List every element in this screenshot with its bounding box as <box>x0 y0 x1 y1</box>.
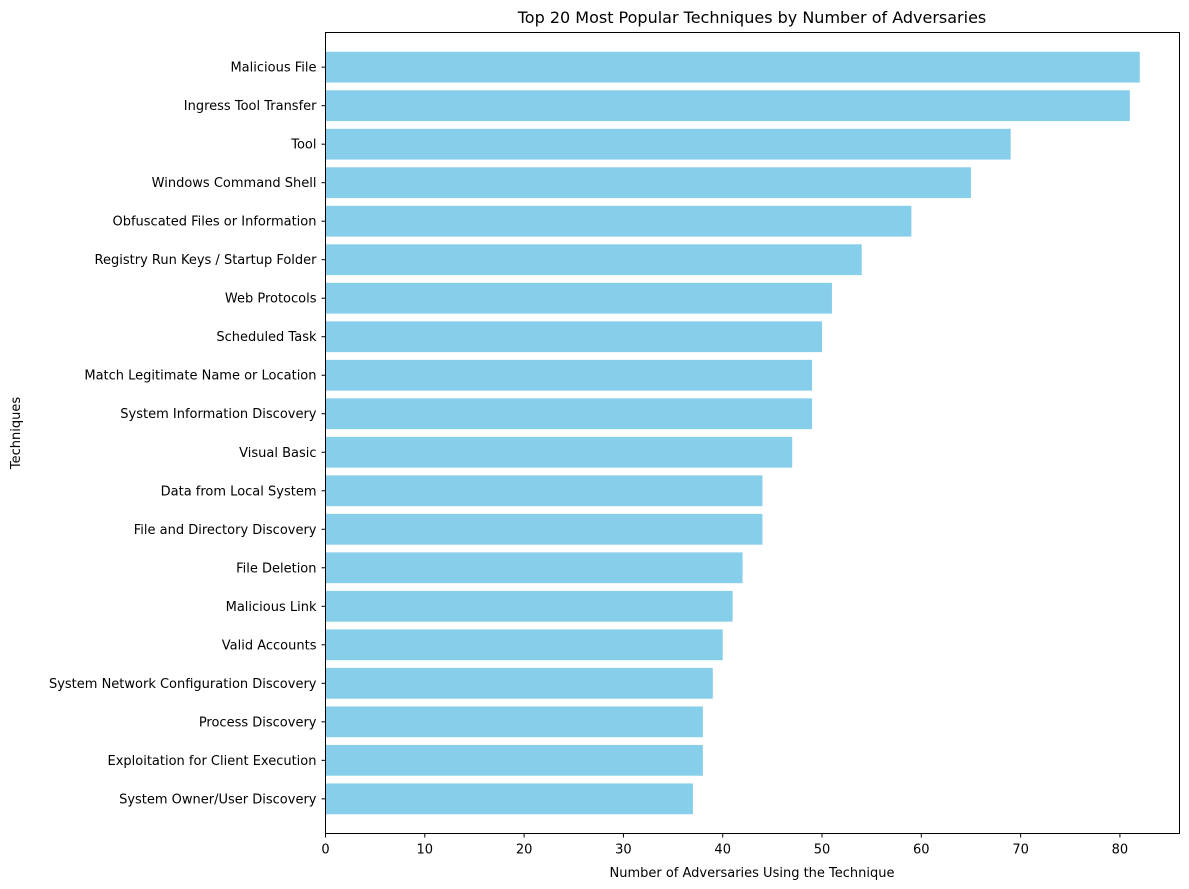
y-axis: Malicious File Ingress Tool Transfer Tool W… <box>49 61 326 807</box>
y-tick-label: Web Protocols <box>225 292 317 307</box>
bar <box>325 128 1011 160</box>
x-tick-label: 50 <box>814 843 831 858</box>
bar <box>325 513 763 545</box>
bar <box>325 282 832 314</box>
y-tick-label: Registry Run Keys / Startup Folder <box>95 253 318 268</box>
bar <box>325 90 1130 122</box>
y-tick-label: Malicious Link <box>226 600 317 615</box>
x-tick-label: 60 <box>913 843 930 858</box>
x-axis-label: Number of Adversaries Using the Techniqu… <box>609 866 894 881</box>
y-tick-label: Obfuscated Files or Information <box>112 215 316 230</box>
x-tick-label: 80 <box>1112 843 1129 858</box>
y-tick-label: System Information Discovery <box>120 407 317 422</box>
bar <box>325 706 703 738</box>
y-axis-label: Techniques <box>9 397 24 470</box>
bar <box>325 359 813 391</box>
x-tick-label: 40 <box>714 843 731 858</box>
x-axis: 0 10 20 30 40 50 60 70 80 <box>321 833 1129 858</box>
y-tick-label: Data from Local System <box>161 484 317 499</box>
bar <box>325 205 912 237</box>
y-tick-label: File and Directory Discovery <box>134 523 317 538</box>
x-tick-label: 30 <box>615 843 632 858</box>
x-tick-label: 0 <box>321 843 329 858</box>
y-tick-label: Malicious File <box>230 61 316 76</box>
bar <box>325 744 703 776</box>
bar <box>325 244 862 276</box>
bar <box>325 629 723 661</box>
bar <box>325 475 763 507</box>
y-tick-label: Match Legitimate Name or Location <box>84 369 316 384</box>
y-tick-label: System Network Configuration Discovery <box>49 677 317 692</box>
bar <box>325 590 733 622</box>
y-tick-label: Process Discovery <box>199 715 317 730</box>
y-tick-label: Exploitation for Client Execution <box>107 754 316 769</box>
plot-area <box>325 51 1140 815</box>
y-tick-label: Windows Command Shell <box>152 176 317 191</box>
x-tick-label: 10 <box>417 843 434 858</box>
chart-title: Top 20 Most Popular Techniques by Number… <box>517 8 987 27</box>
bar <box>325 783 693 815</box>
y-tick-label: File Deletion <box>236 561 316 576</box>
y-tick-label: Tool <box>290 138 316 153</box>
x-tick-label: 70 <box>1012 843 1029 858</box>
y-tick-label: Visual Basic <box>239 446 316 461</box>
y-tick-label: Valid Accounts <box>222 638 317 653</box>
bar <box>325 321 823 353</box>
y-tick-label: System Owner/User Discovery <box>119 792 317 807</box>
x-tick-label: 20 <box>516 843 533 858</box>
bar <box>325 552 743 584</box>
y-tick-label: Scheduled Task <box>216 330 317 345</box>
bar <box>325 51 1140 83</box>
bar <box>325 398 813 430</box>
bar <box>325 436 793 468</box>
y-tick-label: Ingress Tool Transfer <box>184 99 317 114</box>
plot-frame <box>325 32 1180 834</box>
bar <box>325 167 971 199</box>
bar <box>325 667 713 699</box>
